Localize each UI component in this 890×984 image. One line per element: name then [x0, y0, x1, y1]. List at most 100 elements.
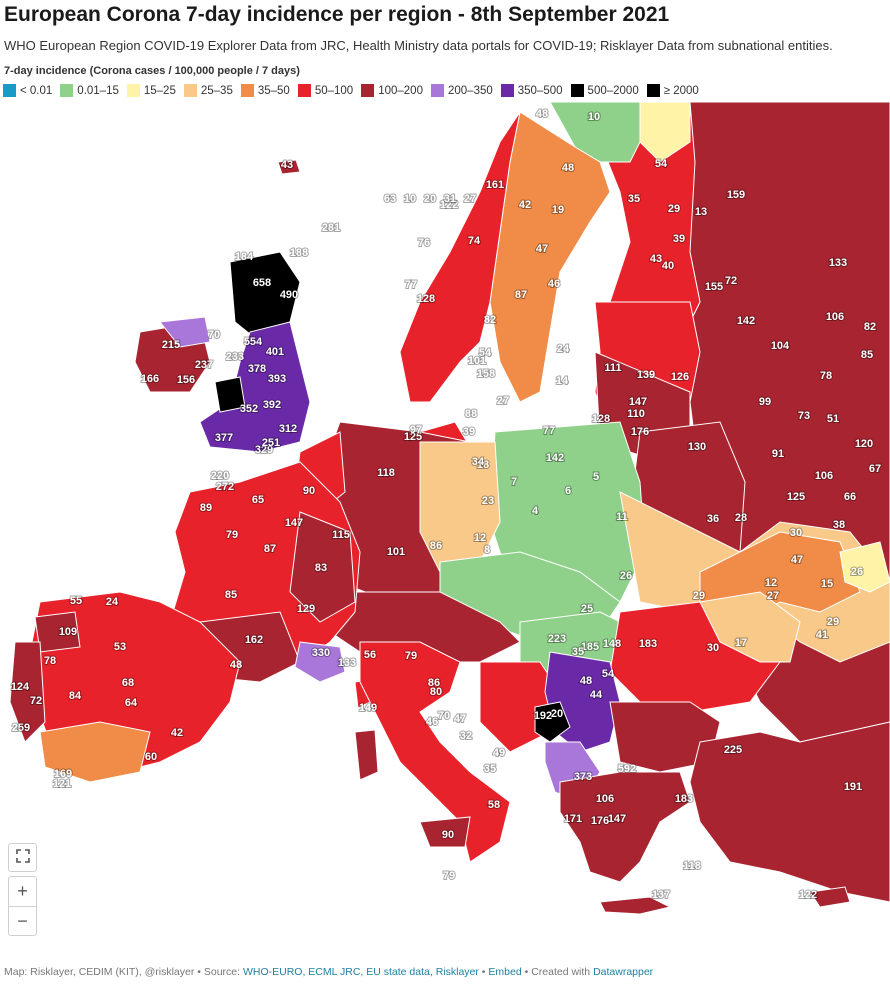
- map-value-label: 20: [424, 193, 436, 205]
- map-value-label: 272: [216, 481, 234, 493]
- region-romania-yellow[interactable]: [699, 591, 801, 663]
- legend-swatch: [361, 84, 375, 97]
- map-value-label: 46: [426, 716, 438, 728]
- region-cyprus[interactable]: [809, 886, 851, 908]
- map-value-label: 171: [564, 813, 582, 825]
- map-value-label: 64: [125, 697, 138, 709]
- map-value-label: 79: [443, 870, 455, 882]
- region-iceland[interactable]: [277, 159, 301, 175]
- map-value-label: 30: [707, 642, 719, 654]
- footer-sep1: •: [478, 966, 489, 978]
- map-value-label: 78: [820, 370, 832, 382]
- map-value-label: 161: [486, 179, 504, 191]
- legend: < 0.01 0.01–15 15–25 25–35 35–50 50–100 100–20…: [3, 84, 707, 97]
- map-value-label: 55: [70, 595, 82, 607]
- region-france-east[interactable]: [289, 511, 356, 623]
- zoom-in-button[interactable]: +: [9, 877, 36, 907]
- region-greece[interactable]: [559, 771, 691, 883]
- legend-item: 350–500: [500, 84, 563, 97]
- region-wales[interactable]: [214, 376, 246, 413]
- legend-label: 25–35: [200, 84, 233, 97]
- map-value-label: 237: [195, 359, 213, 371]
- map-value-label: 124: [11, 681, 30, 693]
- map-value-label: 109: [59, 626, 77, 638]
- map-value-label: 67: [869, 463, 881, 475]
- map-value-label: 77: [405, 279, 417, 291]
- region-moldova[interactable]: [839, 541, 890, 593]
- zoom-out-button[interactable]: −: [17, 911, 28, 931]
- map-value-label: 225: [724, 744, 742, 756]
- map-value-label: 72: [30, 695, 42, 707]
- map-value-label: 142: [737, 315, 755, 327]
- map-value-label: 139: [637, 369, 655, 381]
- map-value-label: 32: [460, 730, 472, 742]
- map-value-label: 149: [359, 702, 377, 714]
- legend-item: 50–100: [297, 84, 353, 97]
- map-value-label: 42: [519, 199, 531, 211]
- map-value-label: 49: [493, 747, 505, 759]
- map-value-label: 312: [279, 423, 297, 435]
- footer-embed-link[interactable]: Embed: [488, 966, 522, 978]
- region-italy-north[interactable]: [294, 641, 346, 683]
- region-turkey[interactable]: [689, 721, 890, 903]
- legend-swatch: [183, 84, 197, 97]
- legend-label: 0.01–15: [77, 84, 119, 97]
- map-value-label: 24: [557, 343, 570, 355]
- legend-label: 200–350: [447, 84, 493, 97]
- footer-sources-link[interactable]: WHO-EURO, ECML JRC, EU state data, Riskl…: [242, 966, 479, 978]
- map-value-label: 56: [364, 649, 376, 661]
- fullscreen-button[interactable]: [8, 843, 37, 872]
- map-value-label: 68: [122, 677, 134, 689]
- map-value-label: 104: [771, 340, 790, 352]
- map-value-label: 330: [312, 647, 330, 659]
- map-value-label: 24: [106, 596, 119, 608]
- map-value-label: 251: [262, 437, 280, 449]
- region-sardinia[interactable]: [354, 729, 379, 781]
- legend-label: < 0.01: [20, 84, 53, 97]
- legend-swatch: [240, 84, 254, 97]
- page-title: European Corona 7-day incidence per regi…: [4, 3, 670, 26]
- map-value-label: 44: [590, 689, 603, 701]
- map-value-label: 39: [463, 426, 475, 438]
- map-value-label: 166: [141, 373, 159, 385]
- region-italy[interactable]: [359, 641, 511, 863]
- region-norway[interactable]: [399, 111, 521, 403]
- map-value-label: 23: [482, 495, 494, 507]
- region-finland-yellow[interactable]: [639, 102, 691, 163]
- legend-swatch: [646, 84, 660, 97]
- map-value-label: 74: [468, 235, 481, 247]
- map-value-label: 148: [603, 638, 621, 650]
- map-value-label: 183: [675, 793, 693, 805]
- region-spain-south[interactable]: [39, 721, 151, 783]
- footer-datawrapper-link[interactable]: Datawrapper: [593, 966, 654, 978]
- map-value-label: 19: [552, 204, 564, 216]
- map-value-label: 147: [285, 517, 303, 529]
- map-value-label: 82: [864, 321, 876, 333]
- region-sicily[interactable]: [419, 816, 471, 848]
- zoom-controls: + −: [8, 876, 37, 936]
- legend-item: 25–35: [183, 84, 233, 97]
- map-value-label: 176: [591, 815, 609, 827]
- region-montenegro[interactable]: [534, 701, 571, 743]
- map-value-label: 70: [208, 329, 220, 341]
- map-value-label: 10: [404, 193, 416, 205]
- map-value-label: 97: [410, 424, 422, 436]
- region-spain-galicia[interactable]: [34, 611, 81, 653]
- map-value-label: 142: [546, 452, 564, 464]
- map-value-label: 13: [695, 206, 707, 218]
- region-portugal[interactable]: [9, 641, 46, 743]
- map-value-label: 7: [511, 476, 517, 488]
- map[interactable]: 43 48 10 159 133 161 122 74 76 77 128 82 54 101 158 42 1…: [0, 102, 890, 960]
- map-value-label: 184: [235, 251, 254, 263]
- map-value-label: 110: [627, 408, 645, 420]
- map-value-label: 58: [488, 799, 500, 811]
- region-n-ireland[interactable]: [159, 316, 211, 348]
- map-value-label: 91: [772, 448, 784, 460]
- region-crete[interactable]: [599, 896, 672, 915]
- map-value-label: 42: [171, 727, 183, 739]
- legend-label: 350–500: [517, 84, 563, 97]
- legend-item: 35–50: [240, 84, 290, 97]
- map-value-label: 43: [281, 159, 293, 171]
- legend-item: 500–2000: [570, 84, 639, 97]
